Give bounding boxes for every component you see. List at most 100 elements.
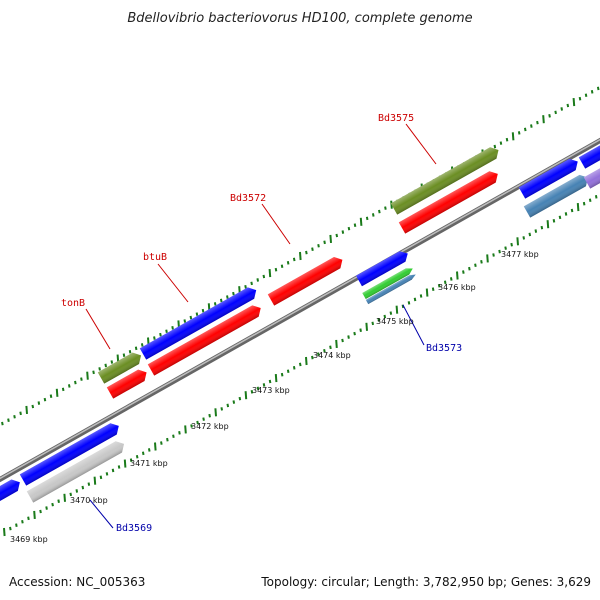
ruler-tick: [244, 284, 247, 289]
ruler-tick: [323, 240, 326, 245]
ruler-tick: [75, 489, 79, 493]
ruler-tick: [280, 264, 284, 269]
ruler-tick: [74, 380, 77, 385]
ruler-tick: [560, 107, 564, 111]
ruler-tick: [154, 442, 157, 451]
ruler-tick: [371, 213, 375, 217]
ruler-tick: [389, 311, 393, 315]
ruler-tick: [99, 475, 103, 480]
ruler-tick: [492, 253, 495, 257]
ruler-tick: [286, 369, 290, 374]
ruler-tick: [3, 527, 6, 537]
ruler-tick: [299, 251, 302, 261]
ruler-tick: [462, 270, 465, 274]
ruler-tick: [505, 137, 509, 142]
ruler-tick: [268, 269, 272, 278]
svg-text:Bd3569: Bd3569: [116, 523, 152, 534]
ruler-tick: [123, 459, 127, 468]
kbp-label: 3474 kbp: [313, 351, 351, 360]
ruler-tick: [166, 437, 169, 442]
ruler-tick: [159, 332, 162, 337]
gene-tonb: [97, 352, 142, 384]
ruler-tick: [347, 226, 351, 231]
ruler-tick: [341, 230, 345, 234]
ruler-tick: [474, 263, 477, 268]
ruler-tick: [542, 115, 545, 124]
ruler-tick: [268, 379, 272, 384]
kbp-label: 3476 kbp: [438, 283, 476, 292]
gene-upper-right-2: [578, 145, 600, 169]
ruler-tick: [232, 291, 235, 296]
ruler-tick: [195, 312, 199, 316]
gene-tonb-shading: [97, 352, 142, 384]
gene-bd3573-shading: [365, 274, 416, 305]
gene-blue-3: [356, 251, 408, 287]
ruler-tick: [110, 360, 114, 364]
ruler-tick: [1, 421, 4, 426]
ruler-tick: [262, 274, 266, 279]
ruler-tick: [183, 319, 187, 323]
gene-upper-right-1: [518, 158, 578, 199]
ruler-tick: [578, 96, 582, 101]
ruler-tick: [298, 362, 302, 367]
ruler-tick: [480, 260, 483, 264]
ruler-tick: [311, 247, 314, 251]
ruler-tick: [171, 326, 174, 330]
ruler-tick: [178, 431, 181, 435]
gene-red-2: [147, 305, 261, 376]
gene-red-1-shading: [106, 369, 147, 399]
ruler-tick: [39, 509, 42, 514]
kbp-label: 3469 kbp: [10, 535, 48, 544]
gene-label-bd3575: Bd3575: [378, 113, 437, 165]
ruler-tick: [9, 526, 12, 531]
ruler-tick: [165, 329, 168, 334]
gene-steel-right: [523, 174, 588, 218]
gene-upper-right-1-shading: [518, 158, 578, 199]
gene-bd3573: [365, 274, 416, 305]
ruler-tick: [134, 346, 138, 351]
genome-backbone: [0, 137, 600, 483]
ruler-tick: [486, 254, 489, 263]
ruler-tick: [576, 203, 580, 212]
gene-red-3: [398, 171, 498, 234]
ruler-tick: [456, 271, 459, 280]
gene-label-bd3573: Bd3573: [402, 304, 462, 354]
gene-blue-left: [0, 479, 20, 504]
ruler-tick: [63, 493, 66, 502]
gene-red-3-shading: [398, 171, 498, 234]
gene-bd3572: [267, 256, 343, 306]
ruler-tick: [292, 257, 296, 262]
ruler-tick: [530, 124, 533, 128]
ruler-tick: [378, 209, 381, 214]
ruler-tick: [323, 348, 326, 353]
ruler-tick: [499, 141, 503, 145]
ruler-tick: [522, 236, 526, 240]
ruler-tick: [558, 215, 562, 220]
gene-btub: [139, 287, 257, 360]
ruler-tick: [377, 318, 381, 322]
kbp-label: 3470 kbp: [70, 496, 108, 505]
ruler-tick: [528, 232, 532, 237]
ruler-tick: [160, 441, 163, 445]
ruler-tick: [468, 266, 471, 271]
ruler-tick: [250, 281, 253, 286]
ruler-tick: [219, 298, 223, 303]
ruler-tick: [25, 405, 28, 414]
ruler-tick: [359, 217, 363, 226]
ruler-tick: [274, 267, 278, 272]
ruler-tick: [570, 208, 574, 213]
ruler-tick: [413, 297, 417, 302]
ruler-tick: [141, 451, 145, 456]
ruler-tick: [383, 314, 387, 319]
ruler-tick: [250, 389, 254, 394]
ruler-tick: [86, 371, 89, 380]
ruler-tick: [81, 485, 85, 490]
ruler-tick: [280, 372, 284, 377]
svg-text:btuB: btuB: [143, 252, 167, 263]
ruler-tick: [419, 294, 423, 298]
ruler-tick: [504, 246, 507, 250]
ruler-tick: [449, 277, 453, 281]
ruler-tick: [256, 278, 260, 282]
kbp-label: 3473 kbp: [252, 386, 290, 395]
